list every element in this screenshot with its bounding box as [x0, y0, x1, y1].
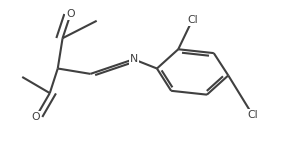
Text: O: O	[32, 112, 41, 122]
Text: O: O	[66, 9, 75, 19]
Text: N: N	[130, 54, 138, 64]
Text: Cl: Cl	[187, 15, 198, 25]
Text: Cl: Cl	[247, 110, 258, 120]
